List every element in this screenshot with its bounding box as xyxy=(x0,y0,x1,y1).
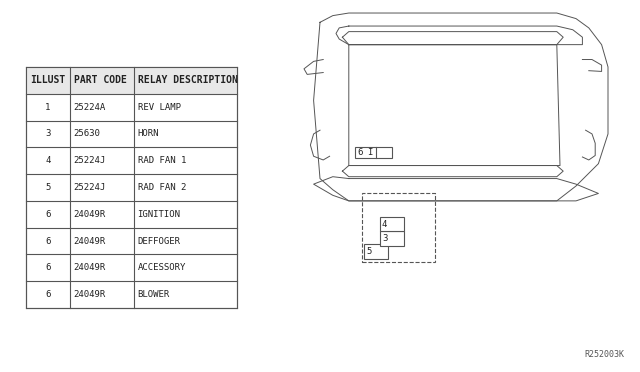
Text: HORN: HORN xyxy=(138,129,159,138)
Text: 5: 5 xyxy=(45,183,51,192)
Text: 25224J: 25224J xyxy=(74,156,106,165)
Text: REV LAMP: REV LAMP xyxy=(138,103,180,112)
Bar xyxy=(364,244,388,259)
Text: 24049R: 24049R xyxy=(74,237,106,246)
Text: 25630: 25630 xyxy=(74,129,100,138)
Bar xyxy=(380,217,404,231)
Text: 24049R: 24049R xyxy=(74,290,106,299)
Text: 5: 5 xyxy=(366,247,371,256)
Text: RAD FAN 1: RAD FAN 1 xyxy=(138,156,186,165)
Bar xyxy=(355,147,392,158)
Text: 6: 6 xyxy=(45,290,51,299)
Text: I: I xyxy=(367,148,372,157)
Text: PART CODE: PART CODE xyxy=(74,76,127,85)
Text: 6: 6 xyxy=(45,210,51,219)
Text: DEFFOGER: DEFFOGER xyxy=(138,237,180,246)
Text: 3: 3 xyxy=(45,129,51,138)
Text: ACCESSORY: ACCESSORY xyxy=(138,263,186,272)
Bar xyxy=(380,231,404,246)
Text: R252003K: R252003K xyxy=(584,350,624,359)
Text: RELAY DESCRIPTION: RELAY DESCRIPTION xyxy=(138,76,237,85)
Text: 25224J: 25224J xyxy=(74,183,106,192)
Text: 4: 4 xyxy=(45,156,51,165)
Bar xyxy=(362,193,435,262)
Text: 6: 6 xyxy=(45,263,51,272)
Text: BLOWER: BLOWER xyxy=(138,290,170,299)
Bar xyxy=(26,67,237,308)
Text: ILLUST: ILLUST xyxy=(30,76,66,85)
Text: 24049R: 24049R xyxy=(74,263,106,272)
Bar xyxy=(26,67,237,94)
Text: RAD FAN 2: RAD FAN 2 xyxy=(138,183,186,192)
Text: 6: 6 xyxy=(357,148,362,157)
Text: IGNITION: IGNITION xyxy=(138,210,180,219)
Text: 1: 1 xyxy=(45,103,51,112)
Text: 24049R: 24049R xyxy=(74,210,106,219)
Text: 25224A: 25224A xyxy=(74,103,106,112)
Text: 4: 4 xyxy=(382,220,387,229)
Text: 3: 3 xyxy=(382,234,387,243)
Text: 6: 6 xyxy=(45,237,51,246)
